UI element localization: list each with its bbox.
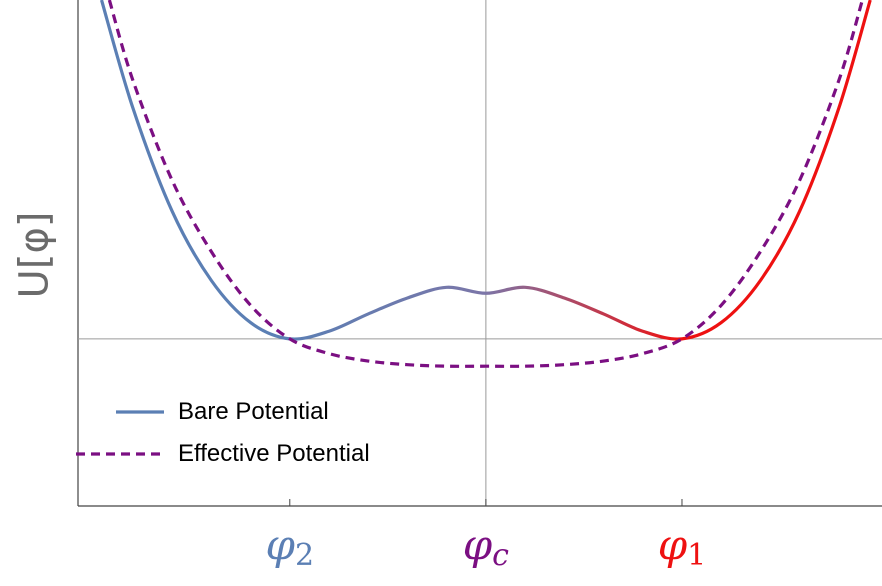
x-tick-label-1: φc	[426, 515, 546, 586]
x-tick-subscript-0: 2	[294, 538, 315, 573]
potential-plot	[76, 0, 882, 507]
y-axis-label: U[φ]	[4, 200, 64, 310]
y-axis-label-text: U[φ]	[11, 211, 57, 299]
series-line-effective-potential	[107, 0, 864, 368]
x-tick-symbol-0: φ	[265, 520, 295, 569]
x-tick-symbol-1: φ	[462, 520, 493, 569]
x-tick-subscript-1: c	[492, 538, 509, 573]
x-tick-label-0: φ2	[230, 515, 350, 586]
x-tick-symbol-2: φ	[657, 520, 688, 569]
x-tick-label-2: φ1	[622, 515, 742, 586]
legend-label-bare: Bare Potential	[178, 398, 329, 425]
series-line-bare-potential	[99, 0, 872, 341]
reference-lines	[78, 0, 882, 506]
x-tick-marks	[289, 499, 683, 506]
legend-swatches	[76, 410, 164, 456]
series-layer	[99, 0, 872, 368]
plot-frame	[77, 0, 882, 507]
legend-label-effective: Effective Potential	[178, 440, 370, 467]
x-tick-subscript-2: 1	[687, 538, 707, 573]
